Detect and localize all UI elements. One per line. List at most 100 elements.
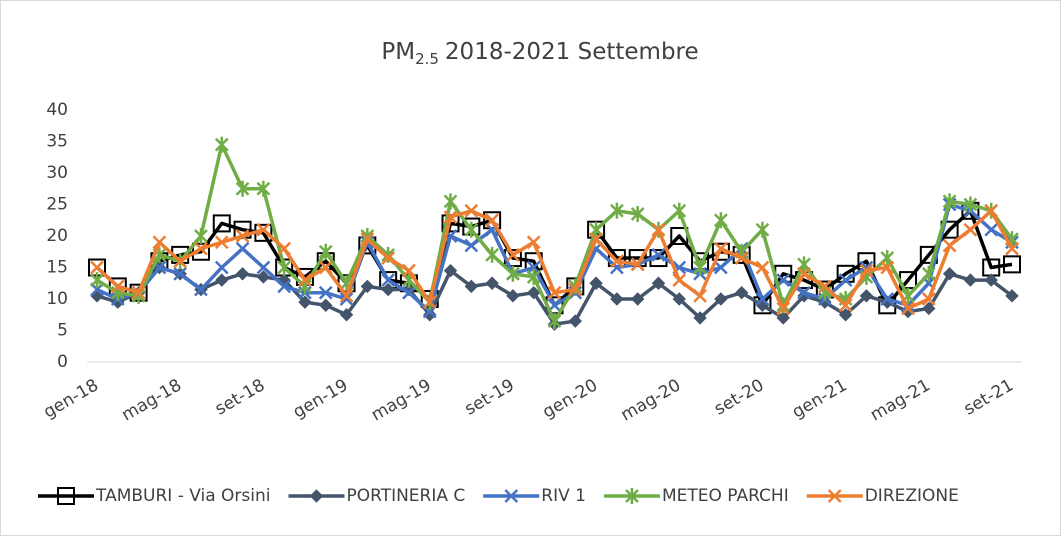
marker	[131, 285, 146, 300]
marker	[360, 232, 375, 247]
marker	[319, 298, 333, 313]
marker	[651, 276, 666, 290]
marker	[214, 260, 229, 275]
marker	[194, 228, 208, 244]
marker	[194, 241, 208, 256]
marker	[568, 282, 583, 297]
marker	[672, 292, 686, 306]
marker	[423, 308, 437, 322]
y-tick-label: 0	[57, 352, 68, 372]
legend-item: METEO PARCHI	[603, 486, 789, 506]
marker	[506, 265, 520, 282]
marker	[589, 276, 603, 290]
marker	[755, 292, 770, 306]
marker	[651, 222, 666, 237]
marker	[214, 136, 229, 153]
marker	[381, 273, 396, 287]
marker	[776, 273, 791, 287]
marker	[984, 273, 998, 287]
marker	[443, 210, 458, 224]
marker	[381, 282, 395, 297]
legend-item: PORTINERIA C	[288, 486, 465, 506]
title-subscript: 2.5	[415, 50, 439, 68]
marker	[610, 292, 624, 306]
marker	[152, 235, 167, 250]
y-tick-label: 20	[46, 226, 68, 246]
chart-title: PM2.5 2018-2021 Settembre	[381, 39, 698, 68]
marker	[963, 222, 978, 237]
marker	[318, 243, 333, 260]
marker	[235, 180, 250, 197]
legend-label: DIREZIONE	[865, 486, 959, 506]
marker	[984, 222, 999, 237]
y-tick-label: 35	[46, 132, 68, 152]
marker	[942, 267, 957, 281]
legend-marker	[827, 489, 842, 503]
marker	[651, 248, 666, 262]
legend-item: DIREZIONE	[806, 486, 959, 506]
marker	[464, 221, 479, 238]
marker	[526, 268, 541, 285]
marker	[859, 263, 874, 278]
marker	[235, 229, 250, 243]
legend-marker	[504, 489, 519, 503]
marker	[984, 203, 999, 218]
marker	[277, 241, 292, 256]
marker	[277, 279, 292, 294]
title-rest: 2018-2021 Settembre	[445, 39, 699, 65]
marker	[90, 260, 104, 275]
marker	[464, 203, 479, 218]
marker	[485, 213, 499, 228]
marker	[713, 212, 728, 229]
marker	[693, 311, 707, 325]
marker	[277, 259, 292, 276]
marker	[713, 260, 728, 275]
legend-label: RIV 1	[541, 486, 586, 506]
marker	[963, 196, 978, 213]
marker	[298, 273, 312, 287]
marker	[693, 259, 707, 276]
marker	[443, 263, 458, 278]
legend-label: METEO PARCHI	[662, 486, 789, 506]
marker	[838, 298, 853, 313]
marker	[464, 279, 479, 294]
marker	[173, 266, 188, 281]
marker	[464, 238, 479, 253]
marker	[318, 285, 333, 300]
y-tick-label: 30	[46, 163, 68, 183]
marker	[215, 273, 229, 287]
marker	[942, 193, 957, 210]
marker	[485, 246, 499, 263]
marker	[880, 260, 895, 275]
marker	[630, 257, 645, 272]
marker	[630, 205, 645, 222]
marker	[713, 241, 728, 256]
marker	[859, 289, 874, 303]
legend-label: PORTINERIA C	[346, 486, 465, 506]
marker	[485, 276, 499, 290]
marker	[838, 273, 853, 287]
marker	[547, 285, 562, 300]
marker	[734, 251, 749, 265]
marker	[256, 270, 271, 284]
marker	[1005, 241, 1019, 256]
marker	[256, 222, 271, 237]
marker	[443, 193, 458, 210]
marker	[1003, 255, 1021, 274]
marker	[339, 292, 354, 306]
legend-marker	[57, 487, 75, 505]
marker	[212, 214, 231, 233]
marker	[402, 263, 416, 278]
marker	[838, 308, 853, 322]
legend-item: RIV 1	[483, 486, 586, 506]
y-tick-label: 25	[46, 195, 68, 215]
marker	[318, 260, 333, 275]
marker	[797, 285, 811, 300]
marker	[589, 232, 603, 247]
marker	[901, 301, 915, 316]
marker	[755, 260, 770, 275]
y-tick-label: 5	[57, 321, 68, 341]
marker	[630, 292, 645, 306]
legend-marker	[625, 488, 639, 504]
